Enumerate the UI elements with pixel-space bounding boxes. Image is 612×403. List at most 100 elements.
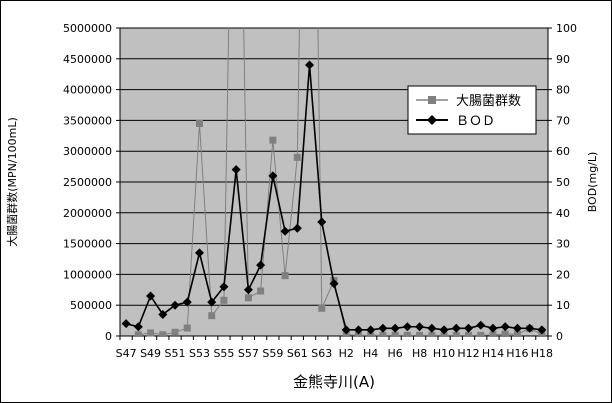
left-tick-label: 4500000 [63,53,112,66]
right-tick-label: 80 [556,84,570,97]
x-tick-label: H6 [388,347,403,360]
right-axis-title: BOD(mg/L) [586,152,599,213]
coliform-point [379,331,387,337]
coliform-point [477,331,485,337]
coliform-point [318,304,326,312]
coliform-point [440,331,448,337]
bod-point [500,322,510,332]
coliform-point [416,331,424,337]
bod-point [451,323,461,333]
bod-point [341,325,351,335]
x-tick-label: H10 [433,347,455,360]
coliform-point [513,330,521,337]
coliform-point [269,136,277,144]
right-tick-label: 30 [556,238,570,251]
bod-point [133,322,143,332]
coliform-point [501,330,509,337]
right-tick-label: 90 [556,53,570,66]
right-tick-label: 0 [556,330,563,343]
coliform-point [195,119,203,127]
bod-point [525,323,535,333]
coliform-point [244,294,252,302]
bod-point [476,320,486,330]
bod-point [292,223,302,233]
bod-point [219,282,229,292]
coliform-point [147,329,155,337]
x-tick-label: H2 [339,347,354,360]
bod-point [402,322,412,332]
right-tick-label: 40 [556,207,570,220]
bod-point [353,325,363,335]
left-tick-label: 2500000 [63,176,112,189]
bod-point [329,279,339,289]
bod-point [158,309,168,319]
coliform-point [489,331,497,337]
x-tick-label: H4 [363,347,378,360]
coliform-point [403,331,411,337]
bod-point [439,325,449,335]
coliform-point [354,331,362,337]
legend-box [407,85,537,135]
bod-point [268,171,278,181]
bod-point [207,297,217,307]
bod-point [146,291,156,301]
x-axis-title: 金熊寺川(A) [293,373,375,391]
left-tick-label: 3000000 [63,145,112,158]
coliform-point [465,331,473,337]
left-axis-title: 大腸菌群数(MPN/100mL) [5,117,19,246]
legend-marker-square [428,96,436,104]
coliform-point [428,331,436,337]
right-tick-label: 100 [556,22,577,35]
right-tick-label: 10 [556,299,570,312]
coliform-point [220,296,228,304]
bod-point [427,323,437,333]
coliform-point [134,331,142,337]
left-tick-label: 500000 [70,299,112,312]
bod-point [305,60,315,70]
x-tick-label: H14 [482,347,504,360]
x-tick-label: S57 [238,347,259,360]
x-tick-label: S47 [116,347,137,360]
left-tick-label: 1500000 [63,238,112,251]
coliform-point [293,153,301,161]
bod-point [415,322,425,332]
x-tick-label: H18 [531,347,553,360]
x-tick-label: H16 [506,347,528,360]
legend-label: ＢＯＤ [456,114,495,129]
bod-point [537,325,547,335]
x-tick-label: S61 [287,347,308,360]
x-axis-ticks: S47 S49 S51 S53 S55 S57 S59 S61 S63 H2 H4 H6 H8 H10 H1… [116,336,553,360]
coliform-point [391,331,399,337]
right-tick-label: 70 [556,114,570,127]
left-tick-label: 1000000 [63,268,112,281]
coliform-point [367,331,375,337]
bod-point [317,217,327,227]
coliform-point [183,324,191,332]
coliform-point [452,331,460,337]
coliform-point [281,272,289,280]
bod-point [464,323,474,333]
series-layer [121,27,547,337]
x-tick-label: S55 [213,347,234,360]
legend: 大腸菌群数 ＢＯＤ [407,85,537,135]
right-tick-label: 60 [556,145,570,158]
bod-point [378,323,388,333]
bod-point [256,260,266,270]
bod-point [488,323,498,333]
left-tick-label: 2000000 [63,207,112,220]
x-tick-label: H8 [412,347,427,360]
bod-point [390,323,400,333]
bod-point [512,323,522,333]
coliform-point [171,328,179,336]
left-axis-ticks: 0 500000 1000000 1500000 2000000 2500000 30000… [63,22,120,343]
left-tick-label: 3500000 [63,114,112,127]
legend-label: 大腸菌群数 [456,94,521,109]
x-tick-label: S49 [140,347,161,360]
bod-point [182,297,192,307]
left-tick-label: 4000000 [63,84,112,97]
coliform-point [257,287,265,295]
bod-point [121,319,131,329]
bod-point [170,300,180,310]
bod-point [194,248,204,258]
